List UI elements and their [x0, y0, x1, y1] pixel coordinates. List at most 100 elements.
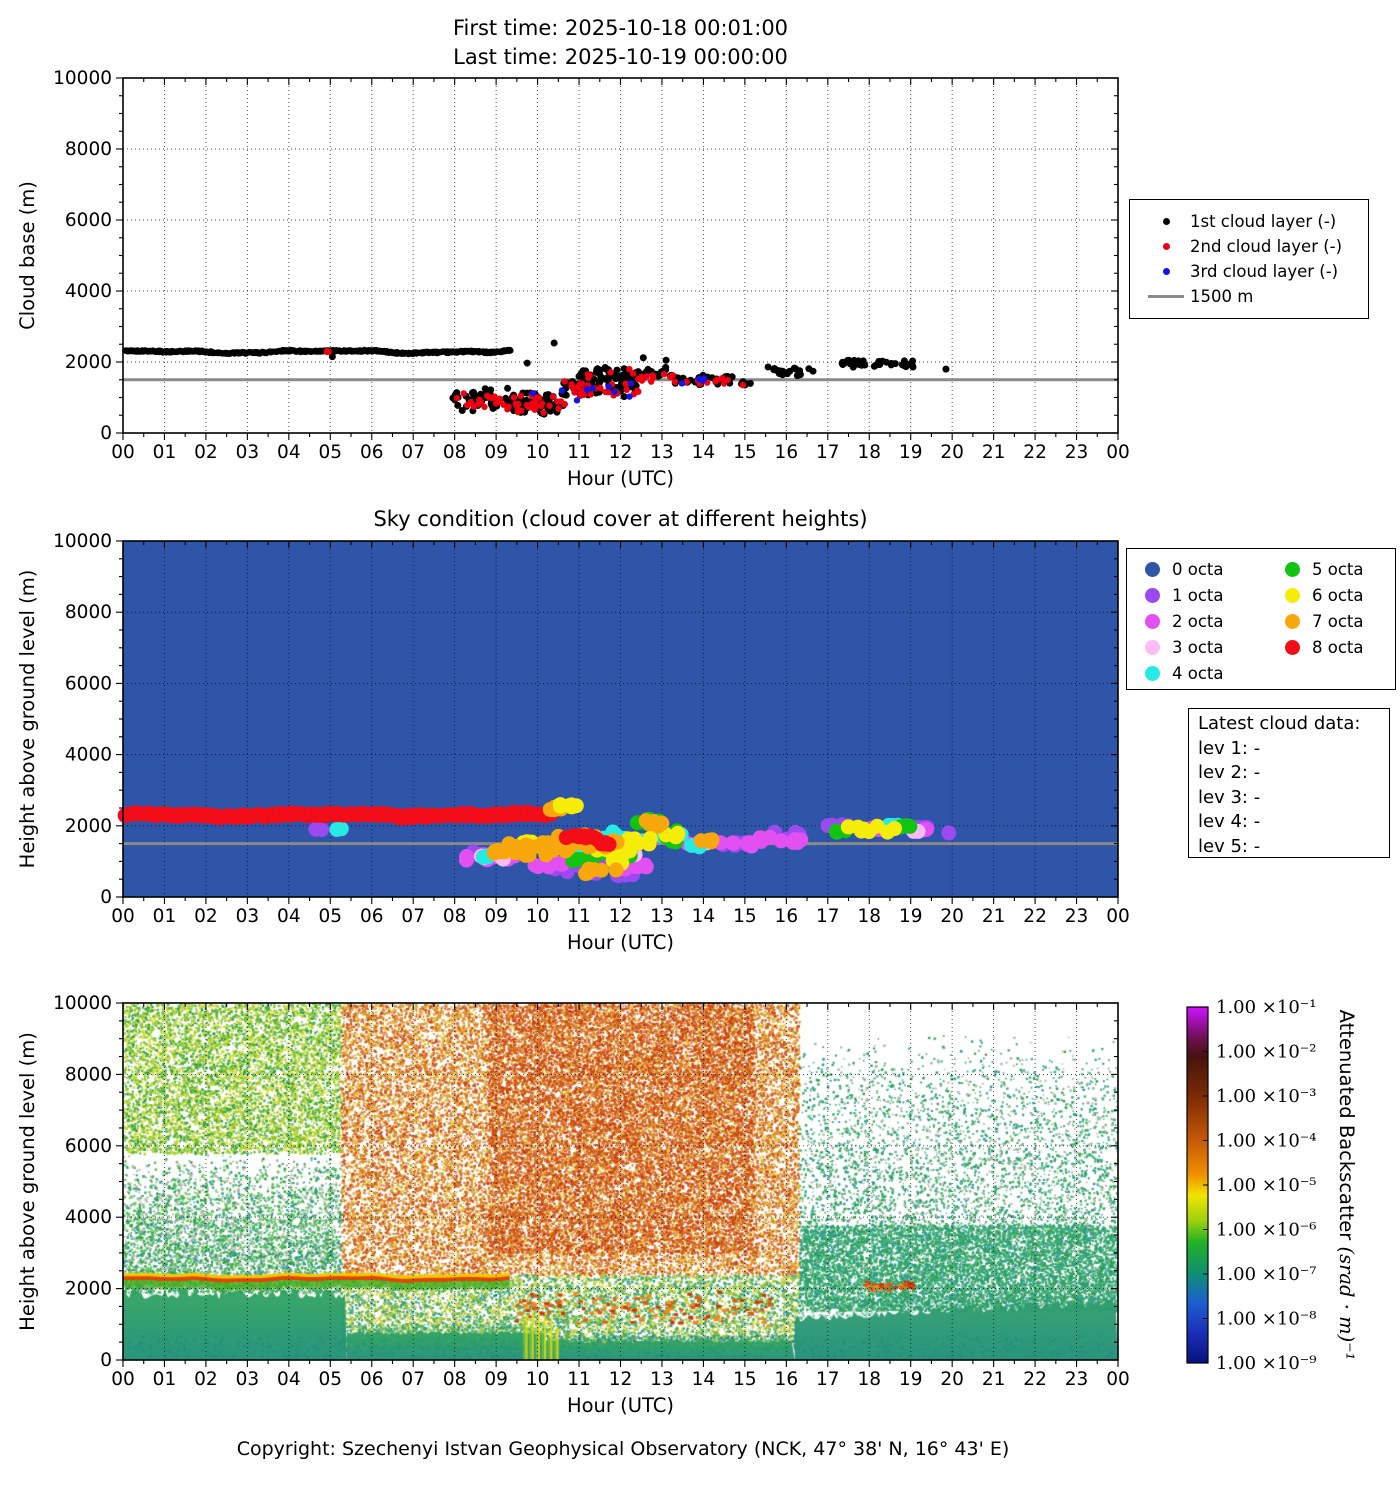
- cloud-layer-legend: 1st cloud layer (-) 2nd cloud layer (-) 3r…: [1129, 199, 1369, 319]
- backscatter-heatmap: [123, 1003, 1118, 1360]
- cloud-layer-legend-item: 2nd cloud layer (-): [1142, 234, 1368, 259]
- x-tick-label: 00: [1106, 1369, 1130, 1390]
- x-tick-label: 11: [567, 442, 591, 463]
- octa-dot-icon: [1285, 587, 1300, 603]
- y-tick-label: 2000: [65, 1279, 112, 1300]
- cloud-layer-legend-item: 3rd cloud layer (-): [1142, 259, 1368, 284]
- x-tick-label: 18: [857, 442, 881, 463]
- legend-label: 2nd cloud layer (-): [1190, 237, 1343, 256]
- cloud-base-scatter: [122, 339, 950, 418]
- axis-ticks: [116, 1002, 1119, 1367]
- x-tick-label: 21: [982, 1369, 1006, 1390]
- octa-label: 2 octa: [1172, 611, 1224, 631]
- octa-dot-icon: [1285, 561, 1300, 577]
- octa-dot-icon: [1285, 639, 1300, 655]
- latest-cloud-data-box: Latest cloud data: lev 1: - lev 2: - lev 3…: [1188, 708, 1390, 858]
- x-tick-label: 07: [401, 906, 425, 927]
- colorbar-tick-label: 1.00 ×10⁻⁴: [1216, 1131, 1317, 1152]
- x-tick-label: 12: [609, 1369, 633, 1390]
- x-axis-label: Hour (UTC): [567, 1394, 674, 1417]
- x-tick-label: 21: [982, 906, 1006, 927]
- x-axis-label: Hour (UTC): [567, 467, 674, 490]
- octa-dot-icon: [1145, 613, 1160, 629]
- y-tick-label: 10000: [53, 993, 112, 1014]
- octa-legend-item: 1 octa: [1137, 582, 1277, 608]
- octa-label: 4 octa: [1172, 663, 1224, 683]
- x-tick-label: 14: [692, 442, 716, 463]
- x-tick-label: 06: [360, 442, 384, 463]
- latest-cloud-data-title: Latest cloud data:: [1198, 713, 1361, 734]
- x-tick-label: 00: [111, 1369, 135, 1390]
- x-tick-label: 04: [277, 442, 301, 463]
- octa-dot-icon: [1145, 639, 1160, 655]
- x-tick-label: 19: [899, 442, 923, 463]
- y-tick-label: 0: [100, 423, 112, 444]
- x-tick-label: 09: [484, 1369, 508, 1390]
- x-tick-label: 20: [940, 1369, 964, 1390]
- x-tick-label: 16: [775, 906, 799, 927]
- cloud-layer-dot-icon: [1142, 243, 1190, 250]
- octa-legend-item: 8 octa: [1277, 634, 1364, 660]
- x-axis-label: Hour (UTC): [567, 931, 674, 954]
- octa-label: 1 octa: [1172, 585, 1224, 605]
- octa-label: 7 octa: [1312, 611, 1364, 631]
- octa-dot-icon: [1285, 613, 1300, 629]
- figure-title: First time: 2025-10-18 00:01:00 Last tim…: [123, 14, 1118, 72]
- x-tick-label: 02: [194, 906, 218, 927]
- x-tick-label: 22: [1023, 442, 1047, 463]
- panel-border: [122, 1002, 1119, 1361]
- x-tick-label: 18: [857, 906, 881, 927]
- y-tick-label: 4000: [65, 1207, 112, 1228]
- y-axis-label: Height above ground level (m): [16, 570, 39, 869]
- octa-dot-icon: [1145, 587, 1160, 603]
- x-tick-label: 00: [111, 442, 135, 463]
- x-tick-label: 10: [526, 906, 550, 927]
- x-tick-label: 05: [319, 442, 343, 463]
- sky-condition-dots: [117, 797, 957, 884]
- x-tick-label: 11: [567, 1369, 591, 1390]
- x-tick-label: 00: [1106, 906, 1130, 927]
- x-tick-label: 17: [816, 442, 840, 463]
- octa-label: 0 octa: [1172, 559, 1224, 579]
- cloud-level-line: lev 5: -: [1198, 835, 1261, 857]
- y-tick-label: 6000: [65, 1136, 112, 1157]
- octa-legend-item: 4 octa: [1137, 660, 1277, 686]
- x-tick-label: 14: [692, 906, 716, 927]
- x-tick-label: 20: [940, 906, 964, 927]
- colorbar-tick-label: 1.00 ×10⁻²: [1216, 1042, 1317, 1063]
- x-tick-label: 13: [650, 906, 674, 927]
- colorbar-tick-label: 1.00 ×10⁻¹: [1216, 997, 1317, 1018]
- x-tick-label: 14: [692, 1369, 716, 1390]
- y-axis-label: Height above ground level (m): [16, 1032, 39, 1331]
- x-tick-label: 10: [526, 1369, 550, 1390]
- x-tick-label: 15: [733, 906, 757, 927]
- y-tick-label: 2000: [65, 816, 112, 837]
- x-tick-label: 22: [1023, 906, 1047, 927]
- x-tick-label: 17: [816, 906, 840, 927]
- colorbar-tick-label: 1.00 ×10⁻⁷: [1216, 1264, 1317, 1285]
- x-tick-label: 08: [443, 906, 467, 927]
- x-tick-label: 02: [194, 442, 218, 463]
- x-tick-label: 08: [443, 442, 467, 463]
- y-tick-label: 6000: [65, 673, 112, 694]
- cloud-layer-legend-item: 1st cloud layer (-): [1142, 209, 1368, 234]
- cloud-level-line: lev 4: -: [1198, 811, 1261, 832]
- x-tick-label: 05: [319, 1369, 343, 1390]
- x-tick-label: 19: [899, 906, 923, 927]
- colorbar-title: Attenuated Backscatter (srad · m)⁻¹: [1335, 1010, 1358, 1361]
- refline-legend-marker-icon: [1142, 295, 1190, 298]
- octa-label: 3 octa: [1172, 637, 1224, 657]
- x-tick-label: 03: [236, 1369, 260, 1390]
- x-tick-label: 07: [401, 442, 425, 463]
- y-tick-label: 8000: [65, 139, 112, 160]
- x-tick-label: 07: [401, 1369, 425, 1390]
- cloud-layer-dot-icon: [1142, 268, 1190, 275]
- colorbar-tick-label: 1.00 ×10⁻⁶: [1216, 1220, 1317, 1241]
- x-tick-label: 19: [899, 1369, 923, 1390]
- octa-legend-item: 2 octa: [1137, 608, 1277, 634]
- x-tick-label: 09: [484, 906, 508, 927]
- first-time-text: First time: 2025-10-18 00:01:00: [452, 16, 789, 40]
- octa-legend-item: 6 octa: [1277, 582, 1364, 608]
